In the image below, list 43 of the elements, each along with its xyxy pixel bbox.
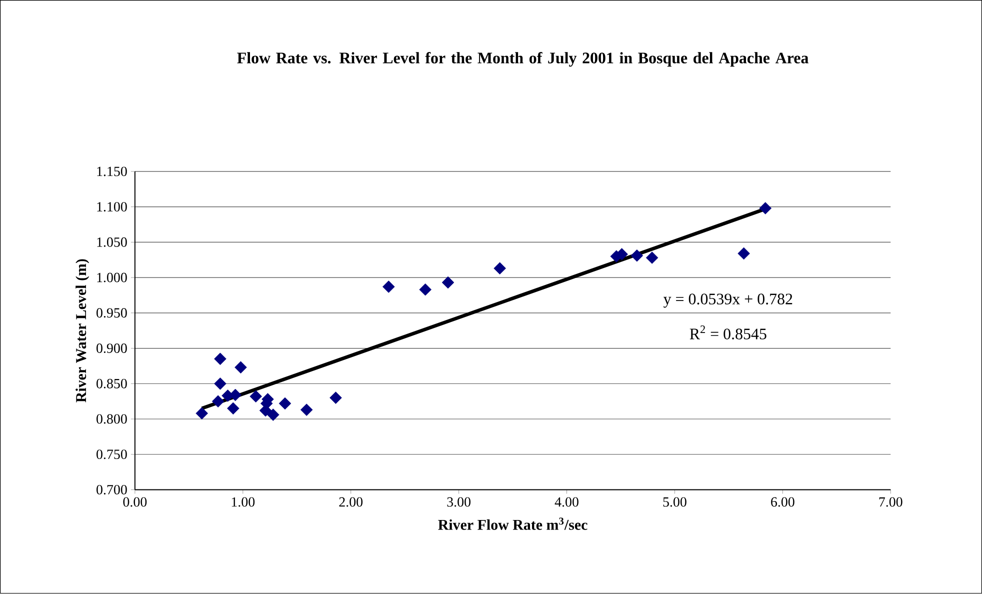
point [259,404,272,417]
y-tick-label: 0.750 [96,450,127,460]
point [250,390,262,403]
x-tick-label: 6.00 [771,497,794,507]
point [278,397,292,410]
annotation: R$^{2}$ = 0.8545 [690,326,766,340]
point [630,250,644,262]
point [300,404,313,416]
y-tick-label: 1.100 [97,202,127,212]
x-tick-label: 1.00 [232,497,255,507]
x-tick-label: 2.00 [339,497,363,507]
point [212,395,224,408]
x-tick-label: 0.00 [123,497,147,507]
point [442,276,454,289]
x-tick-label: 3.00 [447,497,470,507]
y-tick-label: 1.050 [97,238,127,248]
x-tick-label: 4.00 [554,497,578,507]
point [227,402,240,415]
chart-title: Flow Rate vs. River Level for the Month of July 2001 in Bosque del Apache Area [237,52,808,67]
y-tick-label: 0.800 [96,414,127,424]
point [646,252,658,264]
point [214,352,226,366]
point [330,392,342,404]
y-tick-label: 0.900 [96,344,127,354]
point [214,378,226,390]
x-axis-title: River Flow Rate m$^{3}$/sec [438,518,588,530]
point [234,361,247,374]
y-tick-label: 0.850 [96,379,127,389]
x-tick-label: 7.00 [879,497,902,507]
point [382,280,395,294]
y-tick-label: 1.000 [97,272,127,282]
y-axis-title: River Water Level (m) [76,259,90,403]
x-tick-label: 5.00 [663,497,686,507]
annotation: y = 0.0539x + 0.782 [664,294,792,308]
y-tick-label: 1.150 [97,166,127,176]
point [419,284,432,296]
y-tick-label: 0.700 [96,485,127,495]
point [759,202,772,215]
point [196,407,208,420]
point [494,262,506,275]
point [738,248,750,260]
y-tick-label: 0.950 [96,308,127,318]
point [266,408,280,422]
